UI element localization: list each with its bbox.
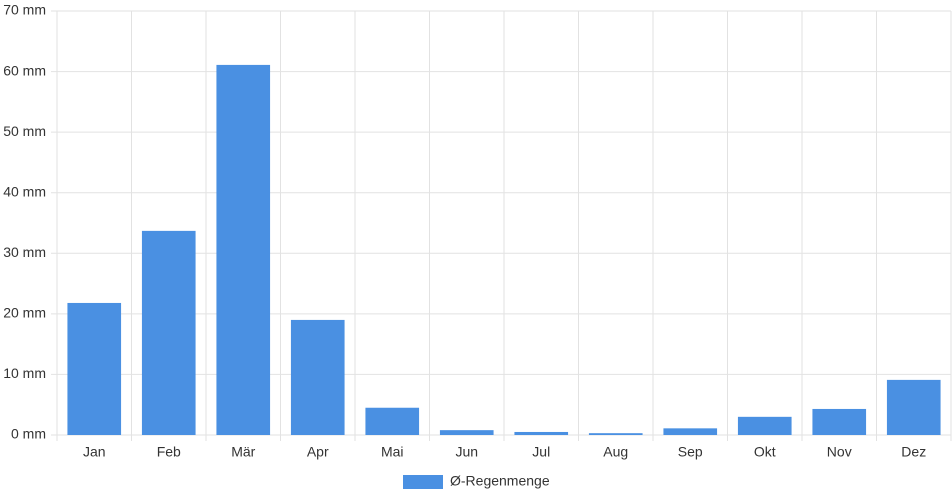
x-tick-label: Jan bbox=[83, 444, 106, 460]
bar bbox=[67, 302, 122, 435]
bar bbox=[514, 431, 569, 435]
y-tick-label: 30 mm bbox=[3, 244, 46, 260]
x-tick-label: Feb bbox=[157, 444, 181, 460]
bar bbox=[216, 64, 271, 435]
bar bbox=[141, 230, 196, 435]
x-tick-label: Jul bbox=[532, 444, 550, 460]
x-tick-label: Mai bbox=[381, 444, 404, 460]
bar bbox=[588, 433, 643, 435]
bar bbox=[886, 379, 941, 435]
x-tick-label: Jun bbox=[455, 444, 478, 460]
x-tick-label: Nov bbox=[827, 444, 852, 460]
x-tick-label: Apr bbox=[307, 444, 329, 460]
y-tick-label: 50 mm bbox=[3, 123, 46, 139]
bar bbox=[439, 430, 494, 435]
y-tick-label: 40 mm bbox=[3, 183, 46, 199]
x-tick-label: Aug bbox=[603, 444, 628, 460]
x-tick-label: Mär bbox=[231, 444, 255, 460]
bar bbox=[737, 416, 792, 435]
bar bbox=[290, 319, 345, 435]
bar bbox=[365, 407, 420, 435]
legend-label: Ø-Regenmenge bbox=[450, 473, 550, 489]
bar bbox=[812, 408, 867, 435]
y-tick-label: 70 mm bbox=[3, 2, 46, 18]
y-tick-label: 0 mm bbox=[11, 426, 46, 442]
y-tick-label: 20 mm bbox=[3, 305, 46, 321]
x-tick-label: Sep bbox=[678, 444, 703, 460]
bar bbox=[663, 428, 718, 435]
legend-swatch bbox=[403, 475, 443, 489]
x-tick-label: Okt bbox=[754, 444, 776, 460]
y-tick-label: 10 mm bbox=[3, 365, 46, 381]
y-tick-label: 60 mm bbox=[3, 62, 46, 78]
x-tick-label: Dez bbox=[901, 444, 926, 460]
